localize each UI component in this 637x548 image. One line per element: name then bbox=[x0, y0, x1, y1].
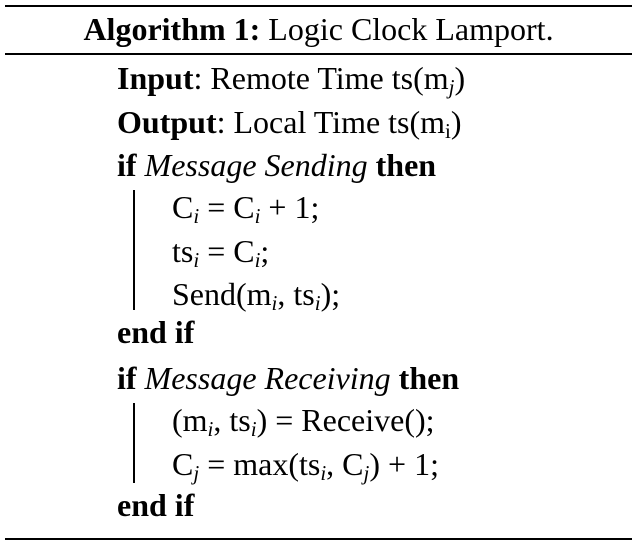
sending-block-bar bbox=[133, 190, 135, 310]
stmt-text: ; bbox=[260, 233, 270, 269]
output-subscript: i bbox=[445, 119, 451, 143]
stmt-text: C bbox=[172, 446, 194, 482]
then-keyword: then bbox=[375, 147, 437, 183]
input-close: ) bbox=[454, 60, 466, 96]
output-text: : Local Time ts(m bbox=[216, 104, 446, 140]
input-subscript: j bbox=[448, 75, 455, 99]
stmt-subscript: j bbox=[193, 461, 200, 485]
algorithm-title: Logic Clock Lamport. bbox=[268, 11, 554, 47]
stmt-subscript: i bbox=[271, 291, 278, 315]
stmt-increment-clock: Ci = Ci + 1; bbox=[172, 188, 320, 228]
output-line: Output: Local Time ts(mi) bbox=[117, 103, 462, 143]
stmt-subscript: i bbox=[193, 248, 200, 272]
stmt-text: ) + 1; bbox=[369, 446, 439, 482]
stmt-text: = max(ts bbox=[199, 446, 321, 482]
receiving-block-bar bbox=[133, 403, 135, 483]
top-rule bbox=[5, 5, 632, 7]
bottom-rule bbox=[5, 538, 632, 540]
if-receiving-line: if Message Receiving then bbox=[117, 359, 459, 397]
output-keyword: Output bbox=[117, 104, 217, 140]
stmt-text: , ts bbox=[277, 276, 315, 312]
stmt-send: Send(mi, tsi); bbox=[172, 275, 341, 315]
input-text: : Remote Time ts(m bbox=[193, 60, 449, 96]
stmt-subscript: i bbox=[254, 248, 261, 272]
algorithm-caption: Algorithm 1: Logic Clock Lamport. bbox=[0, 10, 637, 48]
stmt-receive: (mi, tsi) = Receive(); bbox=[172, 401, 435, 441]
input-keyword: Input bbox=[117, 60, 194, 96]
stmt-text: = C bbox=[199, 233, 255, 269]
stmt-text: (m bbox=[172, 402, 208, 438]
stmt-subscript: j bbox=[363, 461, 370, 485]
stmt-text: + 1; bbox=[260, 189, 320, 225]
stmt-text: C bbox=[172, 189, 194, 225]
stmt-subscript: i bbox=[320, 461, 327, 485]
stmt-text: ) = Receive(); bbox=[256, 402, 435, 438]
stmt-subscript: i bbox=[207, 417, 214, 441]
stmt-subscript: i bbox=[254, 204, 261, 228]
stmt-text: = C bbox=[199, 189, 255, 225]
stmt-text: Send(m bbox=[172, 276, 272, 312]
end-if-sending: end if bbox=[117, 314, 195, 350]
stmt-text: ts bbox=[172, 233, 194, 269]
algorithm-label: Algorithm 1: bbox=[83, 11, 261, 47]
output-close: ) bbox=[450, 104, 462, 140]
input-line: Input: Remote Time ts(mj) bbox=[117, 59, 466, 99]
stmt-subscript: i bbox=[193, 204, 200, 228]
stmt-assign-timestamp: tsi = Ci; bbox=[172, 232, 270, 272]
stmt-subscript: i bbox=[314, 291, 321, 315]
receiving-condition: Message Receiving bbox=[144, 360, 391, 396]
if-sending-line: if Message Sending then bbox=[117, 146, 436, 184]
stmt-update-clock: Cj = max(tsi, Cj) + 1; bbox=[172, 445, 439, 485]
stmt-subscript: i bbox=[250, 417, 257, 441]
then-keyword: then bbox=[398, 360, 460, 396]
if-keyword: if bbox=[117, 147, 137, 183]
stmt-text: ); bbox=[320, 276, 341, 312]
stmt-text: , ts bbox=[213, 402, 251, 438]
if-keyword: if bbox=[117, 360, 137, 396]
sending-condition: Message Sending bbox=[144, 147, 368, 183]
end-if-receiving: end if bbox=[117, 487, 195, 523]
caption-rule bbox=[5, 53, 632, 55]
stmt-text: , C bbox=[326, 446, 364, 482]
